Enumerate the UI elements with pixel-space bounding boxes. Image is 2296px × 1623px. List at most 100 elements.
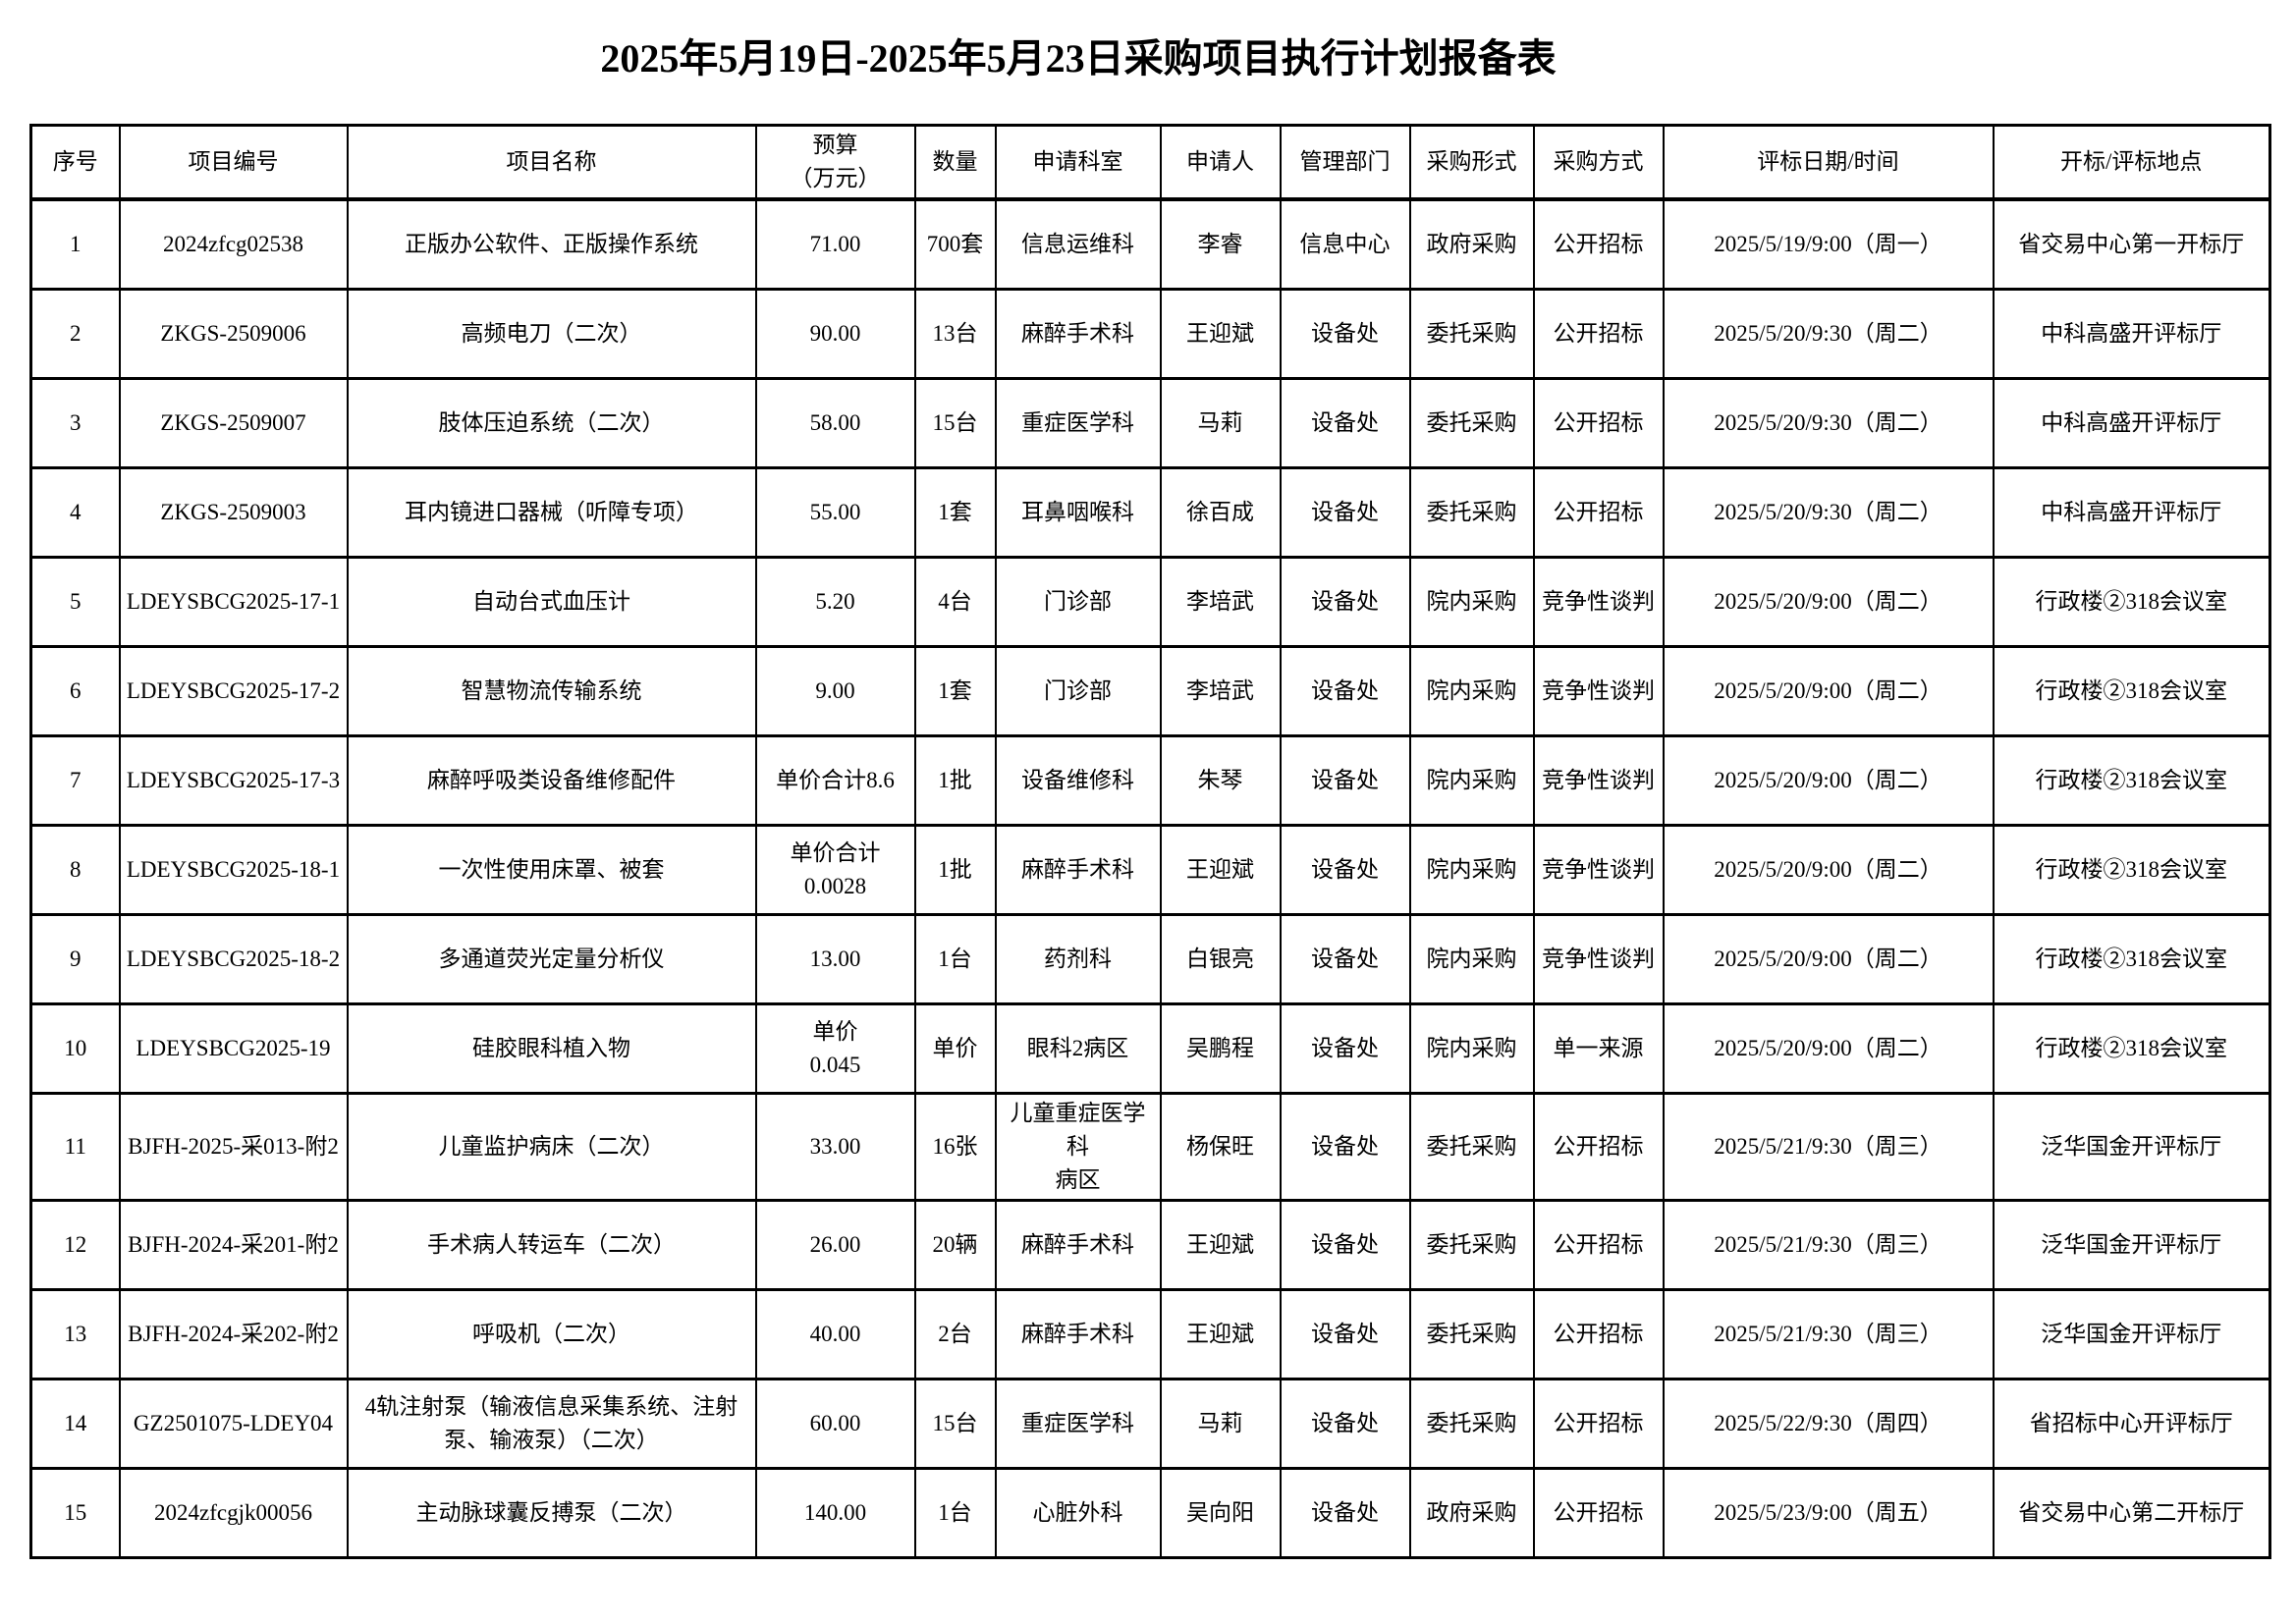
cell-seq: 13 [29,1288,121,1380]
cell-managing-dept: 设备处 [1279,1467,1411,1559]
cell-evaluation-datetime: 2025/5/20/9:00（周二） [1662,734,1995,827]
header-row: 序号 项目编号 项目名称 预算 （万元） 数量 申请科室 申请人 管理部门 采购… [29,124,2271,201]
cell-applicant: 李睿 [1159,197,1282,291]
page-title: 2025年5月19日-2025年5月23日采购项目执行计划报备表 [600,36,1557,81]
cell-quantity: 13台 [913,288,997,380]
cell-applying-dept: 药剂科 [994,913,1162,1005]
cell-seq: 5 [29,556,121,648]
cell-project-code: ZKGS-2509006 [118,288,349,380]
cell-procurement-method: 竞争性谈判 [1532,824,1665,916]
cell-quantity: 700套 [913,197,997,291]
cell-managing-dept: 设备处 [1279,645,1411,737]
cell-project-code: BJFH-2024-采201-附2 [118,1199,349,1291]
column-header-procurement-form: 采购形式 [1408,124,1535,201]
cell-budget: 55.00 [754,466,916,559]
column-header-project-name: 项目名称 [346,124,757,201]
cell-evaluation-datetime: 2025/5/23/9:00（周五） [1662,1467,1995,1559]
cell-procurement-form: 院内采购 [1408,824,1535,916]
cell-applying-dept: 重症医学科 [994,377,1162,469]
cell-location: 泛华国金开评标厅 [1992,1288,2271,1380]
cell-seq: 10 [29,1002,121,1095]
column-header-applying-dept: 申请科室 [994,124,1162,201]
cell-location: 行政楼②318会议室 [1992,1002,2271,1095]
cell-applicant: 李培武 [1159,556,1282,648]
cell-applying-dept: 信息运维科 [994,197,1162,291]
table-row: 14 GZ2501075-LDEY04 4轨注射泵（输液信息采集系统、注射泵、输液泵… [29,1378,2271,1470]
cell-project-name: 智慧物流传输系统 [346,645,757,737]
cell-procurement-method: 竞争性谈判 [1532,556,1665,648]
cell-quantity: 1套 [913,645,997,737]
cell-seq: 15 [29,1467,121,1559]
cell-quantity: 1台 [913,913,997,1005]
cell-managing-dept: 设备处 [1279,913,1411,1005]
cell-project-name: 一次性使用床罩、被套 [346,824,757,916]
cell-applicant: 王迎斌 [1159,1199,1282,1291]
cell-project-name: 高频电刀（二次） [346,288,757,380]
cell-project-code: 2024zfcgjk00056 [118,1467,349,1559]
cell-project-name: 麻醉呼吸类设备维修配件 [346,734,757,827]
cell-applicant: 王迎斌 [1159,1288,1282,1380]
table-body: 1 2024zfcg02538 正版办公软件、正版操作系统 71.00 700套 信息运维… [29,197,2271,1559]
cell-procurement-form: 委托采购 [1408,1288,1535,1380]
cell-procurement-method: 公开招标 [1532,288,1665,380]
cell-applicant: 白银亮 [1159,913,1282,1005]
cell-seq: 11 [29,1092,121,1202]
cell-managing-dept: 设备处 [1279,377,1411,469]
cell-managing-dept: 设备处 [1279,556,1411,648]
cell-budget: 13.00 [754,913,916,1005]
table-row: 2 ZKGS-2509006 高频电刀（二次） 90.00 13台 麻醉手术科 王迎斌 设备处… [29,288,2271,380]
cell-procurement-form: 委托采购 [1408,1199,1535,1291]
cell-applicant: 杨保旺 [1159,1092,1282,1202]
cell-budget: 26.00 [754,1199,916,1291]
cell-project-code: ZKGS-2509007 [118,377,349,469]
cell-location: 行政楼②318会议室 [1992,824,2271,916]
cell-procurement-method: 公开招标 [1532,197,1665,291]
column-header-applicant: 申请人 [1159,124,1282,201]
cell-quantity: 4台 [913,556,997,648]
cell-applicant: 马莉 [1159,1378,1282,1470]
cell-evaluation-datetime: 2025/5/20/9:00（周二） [1662,645,1995,737]
cell-procurement-method: 公开招标 [1532,1288,1665,1380]
cell-managing-dept: 设备处 [1279,1092,1411,1202]
cell-applying-dept: 麻醉手术科 [994,1288,1162,1380]
cell-seq: 2 [29,288,121,380]
cell-budget: 5.20 [754,556,916,648]
cell-applying-dept: 眼科2病区 [994,1002,1162,1095]
procurement-plan-table: 序号 项目编号 项目名称 预算 （万元） 数量 申请科室 申请人 管理部门 采购… [29,124,2271,1559]
cell-applicant: 吴鹏程 [1159,1002,1282,1095]
cell-applying-dept: 麻醉手术科 [994,1199,1162,1291]
cell-managing-dept: 设备处 [1279,1288,1411,1380]
cell-quantity: 15台 [913,377,997,469]
cell-location: 泛华国金开评标厅 [1992,1092,2271,1202]
cell-procurement-form: 院内采购 [1408,913,1535,1005]
cell-procurement-form: 委托采购 [1408,288,1535,380]
cell-quantity: 1批 [913,824,997,916]
cell-project-code: LDEYSBCG2025-17-1 [118,556,349,648]
cell-project-code: BJFH-2025-采013-附2 [118,1092,349,1202]
column-header-project-code: 项目编号 [118,124,349,201]
table-row: 12 BJFH-2024-采201-附2 手术病人转运车（二次） 26.00 20辆 麻醉… [29,1199,2271,1291]
cell-procurement-form: 政府采购 [1408,197,1535,291]
cell-evaluation-datetime: 2025/5/20/9:00（周二） [1662,824,1995,916]
cell-procurement-form: 委托采购 [1408,466,1535,559]
table-row: 10 LDEYSBCG2025-19 硅胶眼科植入物 单价 0.045 单价 眼科2病区吴… [29,1002,2271,1095]
cell-budget: 33.00 [754,1092,916,1202]
cell-seq: 12 [29,1199,121,1291]
cell-procurement-form: 委托采购 [1408,1378,1535,1470]
cell-budget: 单价合计8.6 [754,734,916,827]
column-header-managing-dept: 管理部门 [1279,124,1411,201]
cell-project-code: LDEYSBCG2025-18-2 [118,913,349,1005]
cell-project-code: BJFH-2024-采202-附2 [118,1288,349,1380]
cell-procurement-form: 院内采购 [1408,734,1535,827]
cell-location: 省招标中心开评标厅 [1992,1378,2271,1470]
cell-budget: 9.00 [754,645,916,737]
cell-procurement-method: 竞争性谈判 [1532,913,1665,1005]
cell-applying-dept: 设备维修科 [994,734,1162,827]
cell-managing-dept: 设备处 [1279,1199,1411,1291]
table-row: 4 ZKGS-2509003 耳内镜进口器械（听障专项） 55.00 1套 耳鼻咽喉科 徐百… [29,466,2271,559]
cell-procurement-method: 公开招标 [1532,1092,1665,1202]
table-row: 3 ZKGS-2509007 肢体压迫系统（二次） 58.00 15台 重症医学科 马莉 设备… [29,377,2271,469]
cell-quantity: 1套 [913,466,997,559]
column-header-procurement-method: 采购方式 [1532,124,1665,201]
